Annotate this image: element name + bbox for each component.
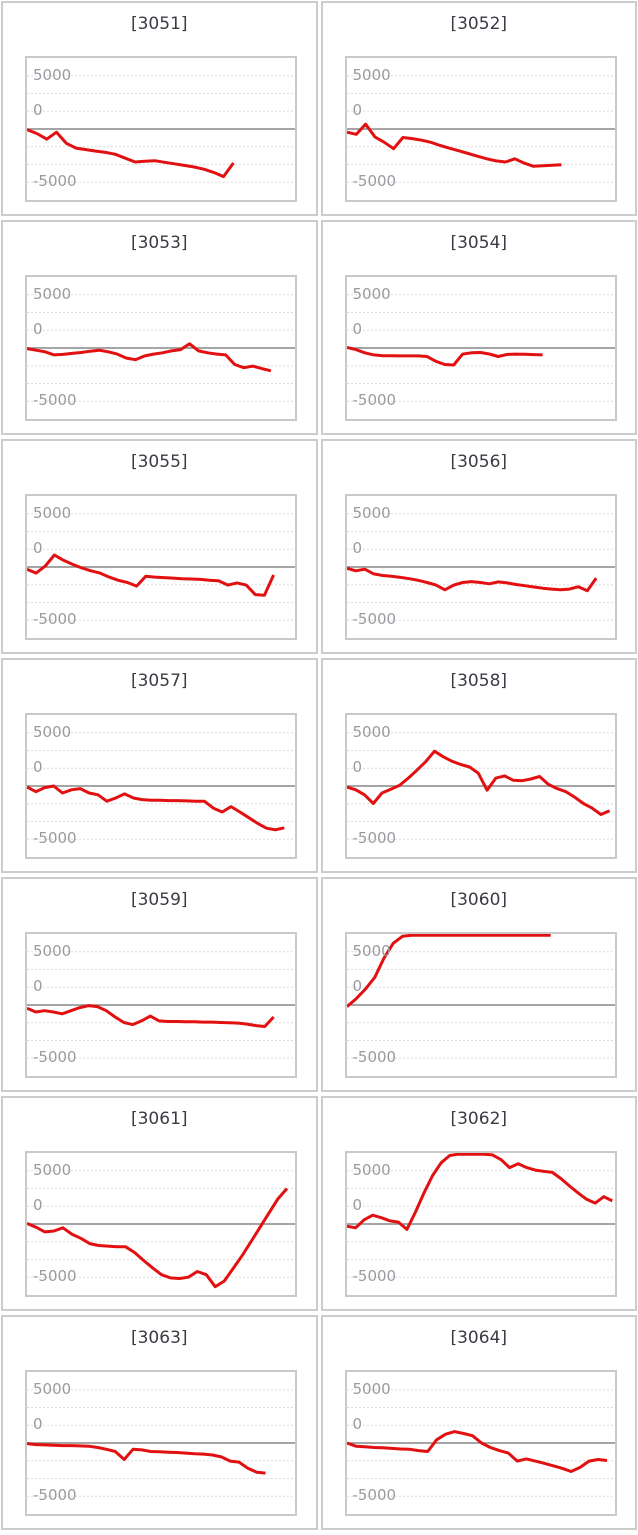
machine-title: [3057] (130, 671, 188, 691)
machine-panel-3056[interactable]: [3056] 5000 0 -5000 (320, 439, 637, 654)
line-chart: 5000 0 -5000 (25, 494, 297, 640)
machine-title: [3055] (130, 452, 188, 472)
machine-panel-3058[interactable]: [3058] 5000 0 -5000 (320, 658, 637, 873)
machine-title: [3058] (450, 671, 508, 691)
machine-panel-3063[interactable]: [3063] 5000 0 -5000 (1, 1315, 318, 1530)
series-line (346, 566, 597, 593)
series-line (27, 553, 275, 597)
series-line (27, 128, 235, 179)
machine-title: [3059] (130, 890, 188, 910)
chart-plot-area (27, 1389, 295, 1497)
line-chart: 5000 0 -5000 (25, 275, 297, 421)
machine-panel-3060[interactable]: [3060] 5000 0 -5000 (320, 877, 637, 1092)
series-line (27, 342, 272, 373)
line-chart: 5000 0 -5000 (344, 494, 617, 640)
chart-plot-area (27, 951, 295, 1059)
machine-panel-3052[interactable]: [3052] 5000 0 -5000 (320, 1, 637, 216)
chart-plot-area (346, 732, 615, 840)
line-chart: 5000 0 -5000 (25, 1151, 297, 1297)
machine-panel-3061[interactable]: [3061] 5000 0 -5000 (1, 1096, 318, 1311)
machine-title: [3061] (130, 1109, 188, 1129)
line-chart: 5000 0 -5000 (344, 275, 617, 421)
chart-plot-area (27, 75, 295, 183)
machine-title: [3062] (450, 1109, 508, 1129)
line-chart: 5000 0 -5000 (25, 56, 297, 202)
machine-title: [3053] (130, 233, 188, 253)
chart-plot-area (346, 294, 615, 402)
machine-panel-3054[interactable]: [3054] 5000 0 -5000 (320, 220, 637, 435)
line-chart: 5000 0 -5000 (344, 1151, 617, 1297)
chart-plot-area (27, 513, 295, 621)
machine-title: [3060] (450, 890, 508, 910)
series-line (346, 1430, 607, 1473)
series-line (346, 346, 543, 367)
chart-plot-area (27, 294, 295, 402)
line-chart: 5000 0 -5000 (25, 932, 297, 1078)
series-line (27, 1187, 289, 1289)
chart-plot-area (346, 513, 615, 621)
chart-plot-area (346, 75, 615, 183)
machine-panel-3053[interactable]: [3053] 5000 0 -5000 (1, 220, 318, 435)
line-chart: 5000 0 -5000 (25, 1370, 297, 1516)
series-line (346, 749, 610, 816)
machine-panel-3062[interactable]: [3062] 5000 0 -5000 (320, 1096, 637, 1311)
machine-panel-3051[interactable]: [3051] 5000 0 -5000 (1, 1, 318, 216)
machine-panel-3064[interactable]: [3064] 5000 0 -5000 (320, 1315, 637, 1530)
chart-plot-area (27, 1170, 295, 1289)
series-line (346, 122, 561, 168)
series-line (27, 1442, 266, 1475)
line-chart: 5000 0 -5000 (344, 1370, 617, 1516)
machine-title: [3052] (450, 14, 508, 34)
series-line (27, 784, 285, 832)
machine-title: [3054] (450, 233, 508, 253)
line-chart: 5000 0 -5000 (25, 713, 297, 859)
line-chart: 5000 0 -5000 (344, 56, 617, 202)
machine-title: [3063] (130, 1328, 188, 1348)
machine-title: [3051] (130, 14, 188, 34)
machine-panel-3055[interactable]: [3055] 5000 0 -5000 (1, 439, 318, 654)
chart-plot-area (346, 1389, 615, 1497)
chart-plot-area (27, 732, 295, 840)
chart-plot-area (346, 934, 615, 1059)
chart-plot-area (346, 1153, 615, 1278)
series-line (27, 1004, 275, 1028)
line-chart: 5000 0 -5000 (344, 932, 617, 1078)
series-line (346, 934, 551, 1008)
machine-title: [3056] (450, 452, 508, 472)
machine-panel-3057[interactable]: [3057] 5000 0 -5000 (1, 658, 318, 873)
series-line (346, 1153, 613, 1231)
machine-panel-3059[interactable]: [3059] 5000 0 -5000 (1, 877, 318, 1092)
machine-title: [3064] (450, 1328, 508, 1348)
line-chart: 5000 0 -5000 (344, 713, 617, 859)
